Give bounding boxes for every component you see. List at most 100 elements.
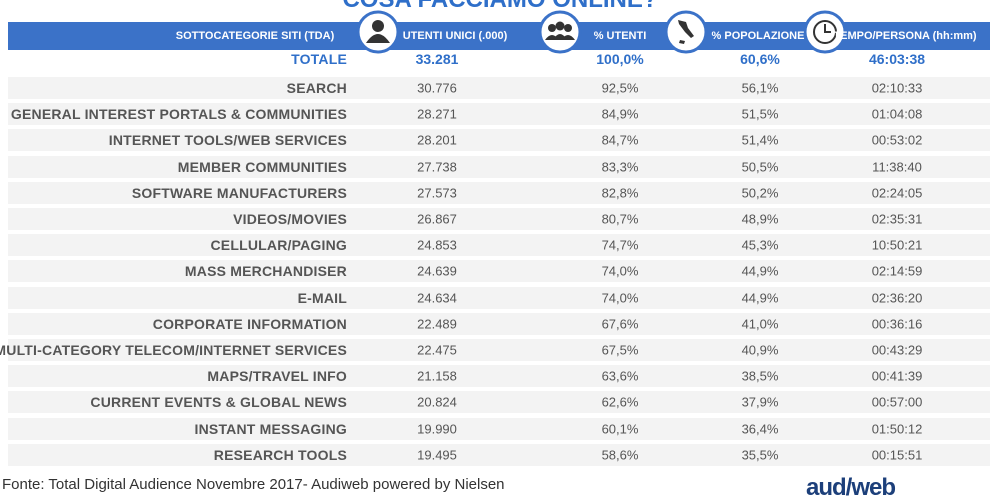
row-cell: 02:35:31 <box>871 211 923 227</box>
row-cell: 00:57:00 <box>871 394 923 410</box>
row-background <box>8 77 990 99</box>
row-cell: 35,5% <box>741 447 779 463</box>
logo: aud/web <box>806 474 896 501</box>
row-cell: 24.853 <box>417 237 457 253</box>
row-cell: 28.271 <box>417 106 457 122</box>
row-cell: 00:36:16 <box>871 316 923 332</box>
row-background <box>8 234 990 257</box>
row-cell: 67,6% <box>601 316 639 332</box>
row-label: INSTANT MESSAGING <box>194 420 347 437</box>
column-header: UTENTI UNICI (.000) <box>402 30 508 42</box>
row-label: MAPS/TRAVEL INFO <box>207 368 347 385</box>
row-cell: 10:50:21 <box>871 237 923 253</box>
row-cell: 40,9% <box>741 342 779 358</box>
row-cell: 48,9% <box>741 211 779 227</box>
row-cell: 37,9% <box>741 394 779 410</box>
row-cell: 74,7% <box>601 237 639 253</box>
row-cell: 58,6% <box>601 447 639 463</box>
row-background <box>8 103 990 126</box>
total-label: TOTALE <box>291 51 347 67</box>
row-cell: 74,0% <box>601 263 639 279</box>
row-label: SEARCH <box>286 80 347 96</box>
row-cell: 44,9% <box>741 290 779 306</box>
row-cell: 02:10:33 <box>871 80 923 96</box>
row-label: MASS MERCHANDISER <box>184 263 347 280</box>
row-label: VIDEOS/MOVIES <box>233 211 347 227</box>
row-cell: 27.573 <box>417 185 457 201</box>
row-background <box>8 365 990 388</box>
row-cell: 83,3% <box>601 159 639 175</box>
row-label: CORPORATE INFORMATION <box>152 315 347 332</box>
row-cell: 19.495 <box>417 447 457 463</box>
header-icons <box>356 10 847 54</box>
row-cell: 51,5% <box>741 106 779 122</box>
row-label: RESEARCH TOOLS <box>213 446 347 463</box>
row-background <box>8 286 990 309</box>
row-background <box>8 391 990 414</box>
row-cell: 01:50:12 <box>871 421 923 437</box>
column-header: % UTENTI <box>593 30 647 42</box>
row-background <box>8 181 990 204</box>
row-cell: 62,6% <box>601 394 639 410</box>
row-cell: 38,5% <box>741 368 779 384</box>
row-cell: 45,3% <box>741 237 779 253</box>
title: COSA FACCIAMO ONLINE? <box>0 0 1000 14</box>
row-label: CELLULAR/PAGING <box>210 237 347 254</box>
row-label: GENERAL INTEREST PORTALS & COMMUNITIES <box>10 106 347 123</box>
row-cell: 28.201 <box>417 132 457 148</box>
row-background <box>8 260 990 283</box>
row-label: CURRENT EVENTS & GLOBAL NEWS <box>90 394 347 411</box>
row-cell: 60,1% <box>601 421 639 437</box>
row-cell: 67,5% <box>601 342 639 358</box>
row-label: MEMBER COMMUNITIES <box>177 158 347 175</box>
row-cell: 30.776 <box>417 80 457 96</box>
row-background <box>8 312 990 335</box>
row-cell: 82,8% <box>601 185 639 201</box>
row-cell: 26.867 <box>417 211 457 227</box>
row-cell: 92,5% <box>601 80 639 96</box>
row-cell: 02:14:59 <box>871 263 923 279</box>
row-cell: 80,7% <box>601 211 639 227</box>
row-cell: 20.824 <box>417 394 457 410</box>
row-cell: 24.634 <box>417 290 457 306</box>
row-background <box>8 417 990 440</box>
row-cell: 50,5% <box>741 159 779 175</box>
row-cell: 56,1% <box>741 80 779 96</box>
row-cell: 00:41:39 <box>871 368 923 384</box>
row-cell: 24.639 <box>417 263 457 279</box>
total-cell: 46:03:38 <box>868 51 926 67</box>
row-cell: 02:36:20 <box>871 290 923 306</box>
row-cell: 11:38:40 <box>872 159 922 175</box>
row-label: MULTI-CATEGORY TELECOM/INTERNET SERVICES <box>0 342 347 358</box>
total-cell: 33.281 <box>415 51 459 67</box>
total-cell: 100,0% <box>596 51 644 67</box>
row-cell: 22.489 <box>417 316 457 332</box>
row-cell: 51,4% <box>741 132 779 148</box>
row-cell: 84,9% <box>601 106 639 122</box>
row-cell: 50,2% <box>741 185 779 201</box>
row-background <box>8 339 990 361</box>
row-cell: 00:53:02 <box>871 132 923 148</box>
row-cell: 74,0% <box>601 290 639 306</box>
row-label: SOFTWARE MANUFACTURERS <box>131 184 347 201</box>
row-background <box>8 208 990 230</box>
row-label: INTERNET TOOLS/WEB SERVICES <box>108 132 347 149</box>
row-cell: 00:15:51 <box>871 447 923 463</box>
row-label: E-MAIL <box>297 289 347 306</box>
row-cell: 44,9% <box>741 263 779 279</box>
row-cell: 36,4% <box>741 421 779 437</box>
row-background <box>8 443 990 466</box>
row-cell: 02:24:05 <box>871 185 923 201</box>
source-note: Fonte: Total Digital Audience Novembre 2… <box>2 476 505 493</box>
row-cell: 00:43:29 <box>871 342 923 358</box>
column-header: SOTTOCATEGORIE SITI (TDA) <box>175 30 335 42</box>
row-cell: 21.158 <box>417 368 457 384</box>
column-header: TEMPO/PERSONA (hh:mm) <box>833 30 977 42</box>
row-cell: 01:04:08 <box>871 106 923 122</box>
total-cell: 60,6% <box>740 51 780 67</box>
row-cell: 19.990 <box>417 421 457 437</box>
row-cell: 63,6% <box>601 368 639 384</box>
row-background <box>8 155 990 178</box>
row-cell: 27.738 <box>417 159 457 175</box>
